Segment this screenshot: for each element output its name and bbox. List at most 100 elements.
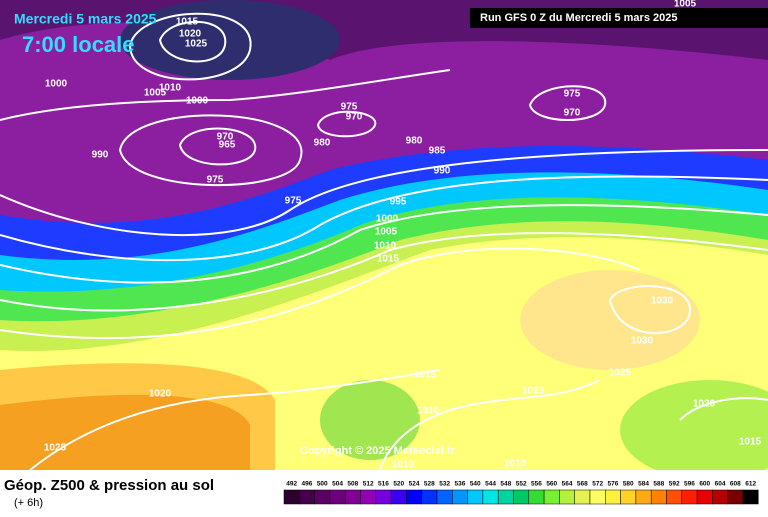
legend-swatch — [620, 489, 637, 505]
legend-swatch — [528, 489, 545, 505]
legend-value: 556 — [531, 481, 542, 488]
isobar-label: 1030 — [631, 336, 654, 347]
legend-swatch — [299, 489, 315, 505]
legend-swatch — [589, 489, 606, 505]
isobar-label: 985 — [429, 146, 446, 157]
isobar-label: 1020 — [149, 389, 172, 400]
legend-value: 552 — [516, 481, 527, 488]
legend-value: 500 — [317, 481, 328, 488]
legend-swatch — [482, 489, 499, 505]
isobar-label: 970 — [217, 132, 234, 143]
map-date: Mercredi 5 mars 2025 — [14, 11, 157, 27]
legend-swatch — [650, 489, 667, 505]
legend-swatch — [329, 489, 346, 505]
legend-swatch — [666, 489, 683, 505]
isobar-label: 1015 — [414, 370, 437, 381]
isobar-label: 1010 — [392, 460, 415, 471]
legend-swatch — [390, 489, 407, 505]
legend-value: 604 — [715, 481, 726, 488]
isobar-label: 975 — [207, 175, 224, 186]
legend-swatch — [436, 489, 453, 505]
legend-swatch — [712, 489, 728, 505]
isobar-label: 1020 — [693, 399, 716, 410]
run-info: Run GFS 0 Z du Mercredi 5 mars 2025 — [480, 12, 677, 24]
isobar-label: 1015 — [176, 17, 199, 28]
isobar-label: 1020 — [179, 29, 202, 40]
legend-value: 548 — [500, 481, 511, 488]
isobar-label: 1000 — [45, 79, 68, 90]
isobar-label: 1005 — [674, 0, 697, 10]
isobar-label: 1005 — [375, 227, 398, 238]
legend-swatch — [360, 489, 377, 505]
isobar-label: 975 — [564, 89, 581, 100]
map-time: 7:00 locale — [22, 32, 135, 57]
legend-swatch — [696, 489, 713, 505]
run-box — [470, 8, 768, 28]
legend-swatch — [635, 489, 652, 505]
isobar-label: 975 — [341, 102, 358, 113]
isobar-label: 965 — [219, 140, 236, 151]
isobar-label: 970 — [346, 112, 363, 123]
legend-swatch — [742, 489, 759, 505]
legend-value: 564 — [562, 481, 573, 488]
legend-value: 572 — [592, 481, 603, 488]
legend-value: 580 — [623, 481, 634, 488]
legend-value: 516 — [378, 481, 389, 488]
legend-swatch — [681, 489, 698, 505]
legend-value: 596 — [684, 481, 695, 488]
isobar-label: 1025 — [185, 39, 208, 50]
legend-value: 496 — [302, 481, 313, 488]
legend-swatch — [497, 489, 514, 505]
legend-value: 512 — [363, 481, 374, 488]
legend-swatch — [314, 489, 331, 505]
legend-swatch — [467, 489, 484, 505]
legend-swatch — [406, 489, 422, 505]
legend-value: 508 — [347, 481, 358, 488]
legend-value: 536 — [455, 481, 466, 488]
isobar-label: 975 — [285, 196, 302, 207]
legend-value: 540 — [470, 481, 481, 488]
isobars — [0, 12, 768, 471]
legend-swatch — [605, 489, 621, 505]
legend-swatch — [344, 489, 361, 505]
isobar-label: 1015 — [377, 254, 400, 265]
legend-swatch — [543, 489, 560, 505]
legend-swatch — [283, 489, 300, 505]
copyright: Copyright © 2025 Meteociel.fr — [300, 445, 456, 457]
legend-value: 528 — [424, 481, 435, 488]
legend-swatch — [421, 489, 438, 505]
isobar-label: 1010 — [504, 459, 527, 470]
legend-swatch — [452, 489, 468, 505]
isobar-label: 995 — [390, 197, 407, 208]
isobar-label: 1015 — [739, 437, 762, 448]
isobar-label: 980 — [406, 136, 423, 147]
legend-value: 592 — [669, 481, 680, 488]
isobar-label: 970 — [564, 108, 581, 119]
isobar-label: 1010 — [417, 406, 440, 417]
isobar-label: 1000 — [186, 96, 209, 107]
legend-swatch — [375, 489, 392, 505]
isobar-label: 1010 — [374, 241, 397, 252]
isobar-label: 1000 — [376, 214, 399, 225]
isobar-label: 1025 — [609, 368, 632, 379]
isobar-labels: 1015102010251000100510101000975970970965… — [44, 0, 762, 471]
isobar-label: 1030 — [651, 296, 674, 307]
legend-swatch — [559, 489, 575, 505]
legend-value: 544 — [485, 481, 496, 488]
isobar-label: 1005 — [144, 88, 167, 99]
legend-value: 600 — [699, 481, 710, 488]
isobar-label: 990 — [92, 150, 109, 161]
legend: 492 496 500 504 508 512 516 520 524 528 532 536 540 5… — [283, 481, 759, 505]
isobar-label: 1020 — [522, 386, 545, 397]
legend-value: 584 — [638, 481, 649, 488]
footer-step: (+ 6h) — [14, 497, 43, 509]
legend-value: 492 — [286, 481, 297, 488]
legend-value: 524 — [409, 481, 420, 488]
isobar-label: 990 — [434, 166, 451, 177]
isobar-label: 1025 — [44, 443, 67, 454]
legend-value: 520 — [393, 481, 404, 488]
isobar-label: 980 — [314, 138, 331, 149]
footer-title: Géop. Z500 & pression au sol — [4, 477, 214, 494]
legend-value: 568 — [577, 481, 588, 488]
